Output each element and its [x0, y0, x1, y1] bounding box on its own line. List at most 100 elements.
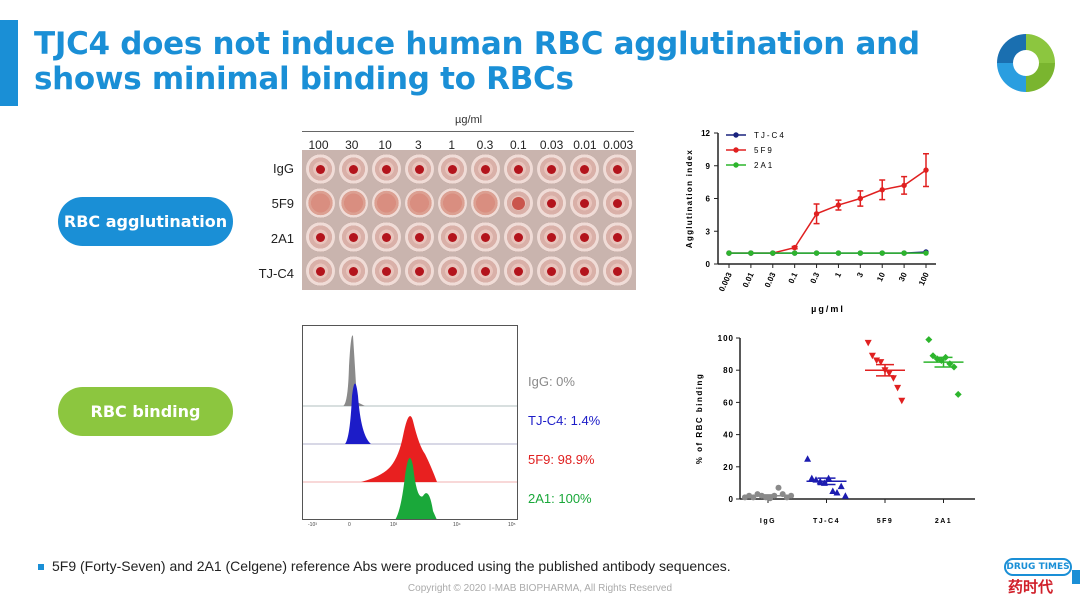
plate-row-label: 2A1	[270, 231, 294, 246]
y-tick-label: 0	[706, 260, 711, 269]
y-tick-label: 12	[701, 129, 710, 138]
data-point	[877, 359, 885, 366]
y-axis-label: Agglutination index	[685, 149, 694, 248]
data-point	[950, 363, 958, 371]
y-tick-label: 0	[729, 495, 734, 504]
mean-sem-bar	[806, 477, 847, 486]
data-point	[748, 250, 754, 256]
data-point	[925, 336, 933, 344]
data-point	[829, 487, 837, 494]
y-tick-label: 20	[723, 463, 734, 472]
flow-x-tick: -10³	[308, 522, 317, 528]
data-point	[835, 250, 842, 256]
plate-row-label: IgG	[273, 161, 294, 176]
plate-well	[537, 154, 566, 184]
histogram-tjc4	[345, 383, 371, 444]
data-point	[923, 250, 929, 256]
data-point	[954, 390, 962, 398]
flow-label: 2A1: 100%	[528, 491, 592, 506]
plate-well	[339, 222, 368, 252]
plate-well	[537, 188, 566, 218]
watermark-bar	[1072, 570, 1080, 584]
flow-x-tick: 10⁵	[508, 522, 516, 528]
plate-well	[438, 188, 467, 218]
concentration-label: 100	[308, 138, 329, 152]
data-point	[885, 370, 893, 377]
plate-well	[372, 188, 401, 218]
bullet-icon	[38, 564, 44, 571]
data-point	[868, 352, 876, 360]
data-point	[770, 250, 776, 256]
x-axis-label: µg/ml	[811, 304, 845, 314]
plate-well	[537, 222, 566, 252]
x-tick-label: TJ-C4	[813, 518, 840, 525]
plate-well	[504, 188, 533, 218]
mean-sem-bar	[923, 356, 964, 368]
data-point	[879, 187, 885, 193]
flow-x-tick: 0	[348, 522, 351, 528]
footnote-text: 5F9 (Forty-Seven) and 2A1 (Celgene) refe…	[52, 558, 731, 574]
data-point	[894, 384, 902, 392]
histogram-5f9	[361, 416, 437, 482]
watermark-logo: DRUG TIMES	[1004, 558, 1072, 576]
plate-well	[471, 188, 500, 218]
flow-label: 5F9: 98.9%	[528, 452, 595, 467]
legend-label: 2A1	[754, 161, 774, 170]
concentration-label: 0.01	[573, 138, 597, 152]
y-tick-label: 80	[723, 366, 734, 375]
plate-well	[504, 256, 533, 286]
plate-unit-divider	[302, 131, 634, 132]
plate-row-label: TJ-C4	[258, 266, 294, 281]
concentration-label: 0.003	[603, 138, 634, 152]
flow-x-tick: 10³	[390, 522, 398, 528]
data-point	[901, 182, 907, 189]
mean-sem-bar	[748, 494, 788, 498]
data-point	[804, 455, 812, 462]
data-point	[791, 250, 798, 256]
histogram-igg	[343, 335, 365, 406]
concentration-label: 10	[378, 138, 392, 152]
data-point	[775, 484, 782, 491]
data-point	[726, 250, 732, 256]
data-point	[837, 482, 845, 490]
concentration-label: 30	[345, 138, 359, 152]
plate-row-label: 5F9	[271, 196, 294, 211]
plate-well	[405, 256, 434, 286]
y-axis-label: % of RBC binding	[695, 373, 704, 465]
concentration-label: 1	[448, 138, 456, 152]
data-point	[813, 250, 820, 256]
data-point	[841, 492, 849, 499]
title-accent-bar	[0, 20, 18, 106]
plate-well	[570, 222, 599, 252]
plate-well	[339, 188, 368, 218]
plate-well	[306, 188, 335, 218]
y-tick-label: 3	[706, 227, 711, 236]
series-line-5F9	[729, 169, 927, 254]
legend-label: 5F9	[754, 146, 774, 155]
y-tick-label: 100	[718, 334, 734, 343]
plate-well	[603, 222, 632, 252]
plate-well	[537, 256, 566, 286]
agglutination-plate-image	[302, 150, 636, 290]
data-point	[889, 375, 897, 382]
plate-well	[372, 222, 401, 252]
data-point	[857, 250, 864, 256]
plate-well	[603, 154, 632, 184]
data-point	[813, 211, 820, 217]
histogram-plot	[303, 335, 517, 519]
data-point	[879, 250, 885, 256]
data-point	[808, 474, 816, 482]
plate-well	[438, 256, 467, 286]
x-tick-label: 100	[917, 271, 931, 287]
plate-well	[372, 256, 401, 286]
x-tick-label: 1	[833, 271, 843, 279]
rbc-binding-scatter-chart: 0 20 40 60 80 100 % of RBC binding IgG TJ-C4 5F9 2…	[695, 334, 975, 525]
x-tick-label: 0.03	[763, 271, 778, 289]
data-point	[898, 397, 906, 405]
data-point	[857, 195, 864, 202]
concentration-label: 0.03	[539, 138, 564, 152]
mean-sem-bar	[865, 363, 905, 377]
plate-well	[306, 256, 335, 286]
x-tick-label: 0.01	[741, 271, 756, 289]
y-tick-label: 40	[723, 431, 734, 440]
